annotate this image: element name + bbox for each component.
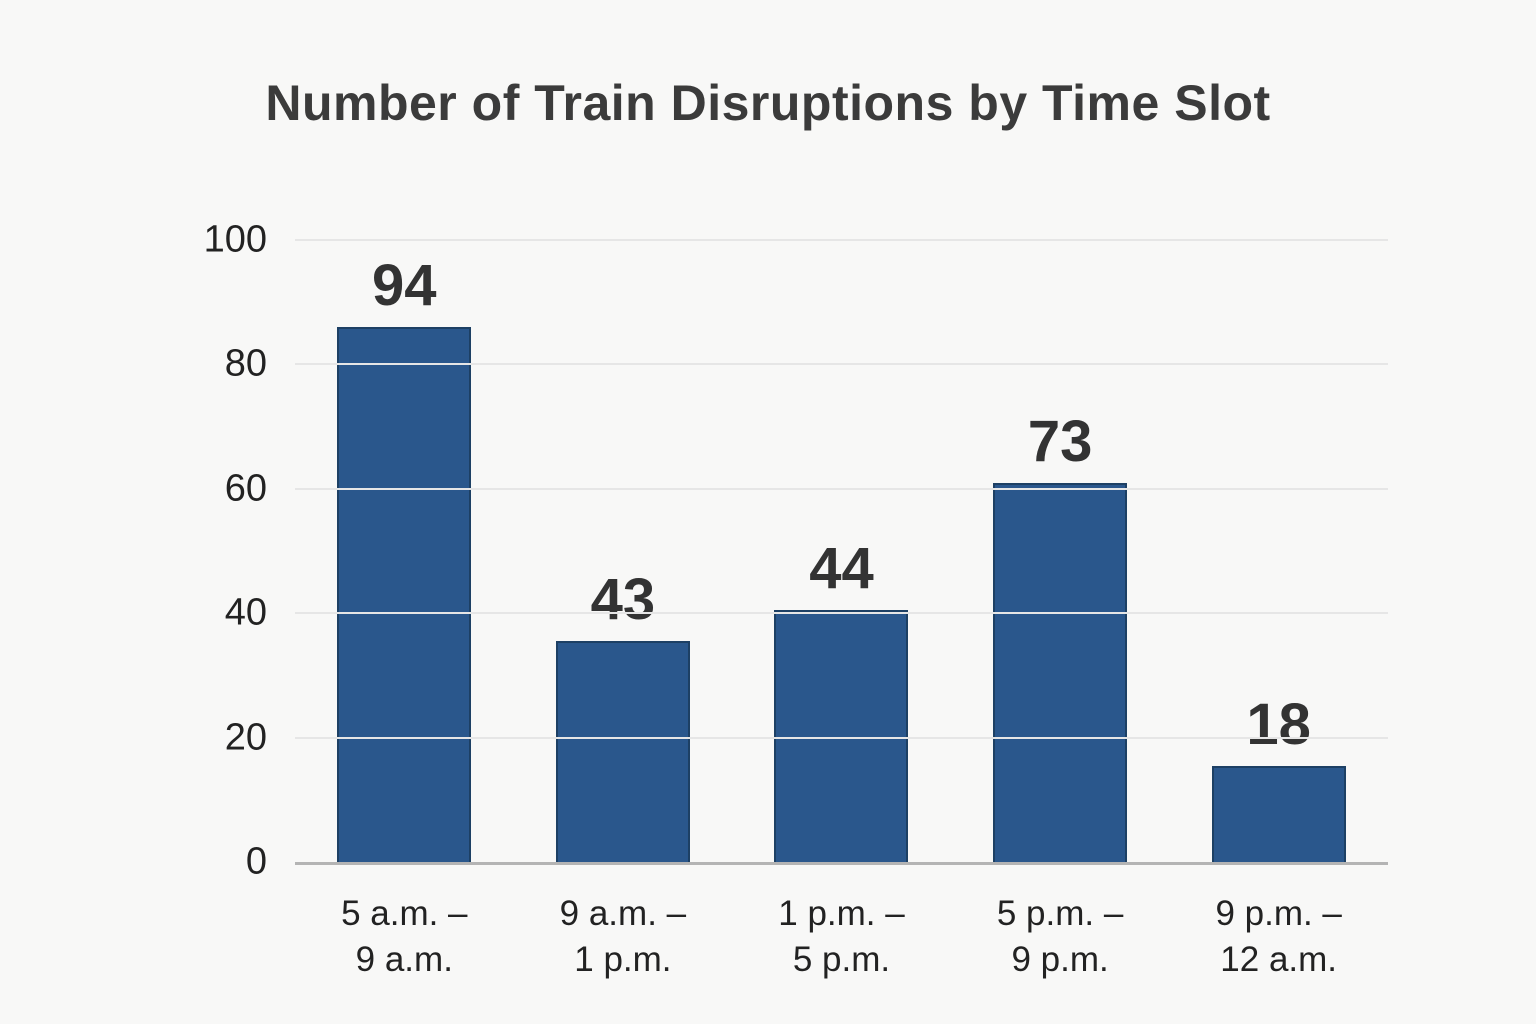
y-axis-tick-label: 20 <box>224 716 267 759</box>
bar-group: 94 5 a.m. – 9 a.m. <box>295 240 514 979</box>
gridline <box>295 239 1388 241</box>
bar <box>774 610 909 862</box>
bar-value-label: 18 <box>1246 691 1311 757</box>
bars-container: 94 5 a.m. – 9 a.m. 43 9 a.m. – 1 p.m. 44 1 p.… <box>295 240 1388 979</box>
bar-value-label: 43 <box>590 567 656 633</box>
bar <box>555 641 690 862</box>
y-axis-tick-label: 60 <box>224 467 267 510</box>
bar <box>993 482 1128 862</box>
gridline <box>295 363 1388 366</box>
bar-group: 43 9 a.m. – 1 p.m. <box>514 240 733 979</box>
plot-area: 94 5 a.m. – 9 a.m. 43 9 a.m. – 1 p.m. 44 1 p.… <box>204 219 1388 979</box>
bar-value-label: 44 <box>809 536 874 602</box>
y-axis-tick-label: 0 <box>245 840 267 883</box>
x-axis-tick-label: 1 p.m. – 5 p.m. <box>778 894 905 980</box>
y-axis-tick-label: 80 <box>224 342 267 385</box>
chart-title: Number of Train Disruptions by Time Slot <box>265 75 1271 131</box>
x-axis-tick-label: 5 p.m. – 9 p.m. <box>996 894 1124 980</box>
gridline <box>295 736 1388 739</box>
bar-group: 18 9 p.m. – 12 a.m. <box>1169 240 1388 979</box>
bar-value-label: 73 <box>1027 408 1093 474</box>
x-axis-tick-label: 5 a.m. – 9 a.m. <box>341 894 468 980</box>
bar-group: 44 1 p.m. – 5 p.m. <box>732 240 951 979</box>
x-axis-tick-label: 9 p.m. – 12 a.m. <box>1215 894 1342 980</box>
gridline <box>295 612 1388 615</box>
gridline <box>295 487 1388 490</box>
bar <box>337 327 472 862</box>
bar-group: 73 5 p.m. – 9 p.m. <box>951 240 1170 979</box>
bar-value-label: 94 <box>372 253 437 319</box>
x-axis-tick-label: 9 a.m. – 1 p.m. <box>559 894 687 980</box>
bar <box>1211 765 1346 862</box>
y-axis-tick-label: 100 <box>203 218 267 261</box>
y-axis-tick-label: 40 <box>224 591 267 634</box>
